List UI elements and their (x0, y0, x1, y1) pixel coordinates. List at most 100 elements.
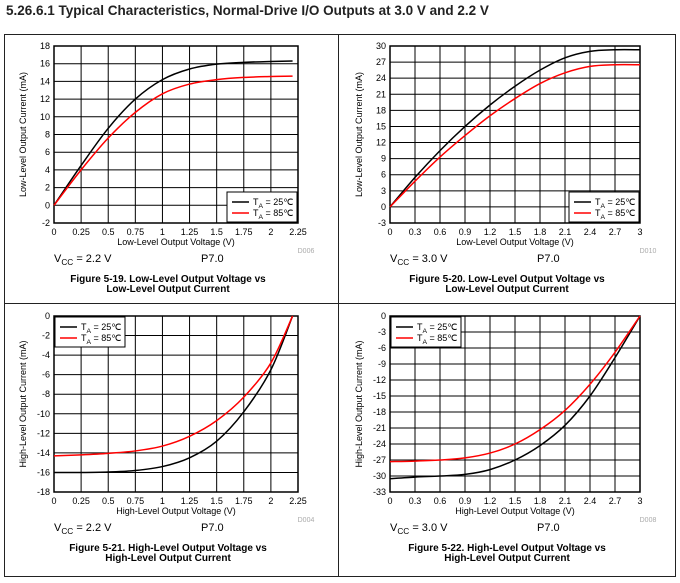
y-tick-label: -21 (373, 423, 386, 433)
x-tick-label: 2.7 (609, 496, 622, 506)
figure-code: D006 (298, 248, 315, 255)
vcc-label: VCC = 2.2 V (54, 522, 112, 536)
y-axis-label: Low-Level Output Current (mA) (18, 72, 28, 197)
x-tick-label: 2.25 (289, 227, 307, 237)
figure-5-22-panel: 0 0.3 0.6 0.9 1.2 1.5 1.8 2.1 2.4 2.7 3 -33 -30 -27 -2… (338, 303, 676, 577)
y-tick-label: -4 (42, 350, 50, 360)
x-tick-label: 3 (637, 227, 642, 237)
x-tick-label: 0 (51, 227, 56, 237)
legend-label: TA = 85℃ (81, 333, 121, 346)
series-line-85c (389, 315, 641, 463)
x-tick-label: 1.75 (235, 496, 253, 506)
y-tick-label: 0 (45, 200, 50, 210)
x-tick-label: 3 (637, 496, 642, 506)
figure-caption: Figure 5-21. High-Level Output Voltage v… (69, 543, 267, 554)
y-tick-label: 2 (45, 183, 50, 193)
y-tick-label: -8 (42, 389, 50, 399)
y-tick-label: 18 (40, 41, 50, 51)
y-tick-label: -30 (373, 471, 386, 481)
x-tick-label: 1.25 (181, 227, 199, 237)
legend-box (390, 316, 462, 348)
y-tick-label: -12 (37, 428, 50, 438)
y-tick-label: 27 (376, 57, 386, 67)
port-label: P7.0 (201, 522, 224, 534)
legend-box (54, 316, 126, 348)
series-line-25c (389, 48, 641, 208)
y-tick-label: -3 (378, 218, 386, 228)
x-axis-label: High-Level Output Voltage (V) (455, 506, 575, 516)
y-tick-label: -15 (373, 391, 386, 401)
x-tick-label: 1.25 (181, 496, 199, 506)
x-axis-label: High-Level Output Voltage (V) (116, 506, 236, 516)
x-tick-label: 0.9 (459, 227, 472, 237)
x-tick-label: 1.5 (210, 496, 223, 506)
y-tick-label: -2 (42, 331, 50, 341)
legend-label: TA = 85℃ (417, 333, 457, 346)
x-tick-label: 2.4 (584, 227, 597, 237)
y-tick-label: 30 (376, 41, 386, 51)
y-tick-label: -9 (378, 359, 386, 369)
figure-caption: Figure 5-20. Low-Level Output Voltage vs (409, 274, 605, 285)
x-tick-label: 0.6 (434, 227, 447, 237)
x-tick-label: 0.9 (459, 496, 472, 506)
x-tick-label: 0.5 (102, 496, 115, 506)
legend-label: TA = 85℃ (595, 208, 635, 221)
x-tick-label: 2 (268, 496, 273, 506)
y-tick-label: -18 (373, 407, 386, 417)
x-tick-label: 0.75 (127, 496, 145, 506)
series-line-85c (53, 315, 294, 457)
x-tick-label: 1.5 (509, 496, 522, 506)
y-tick-label: 24 (376, 73, 386, 83)
figure-code: D004 (298, 517, 315, 524)
y-axis-label: High-Level Output Current (mA) (354, 340, 364, 467)
y-tick-label: -14 (37, 448, 50, 458)
x-tick-label: 1.75 (235, 227, 253, 237)
port-label: P7.0 (537, 522, 560, 534)
figure-caption-line2: High-Level Output Current (105, 553, 231, 564)
y-tick-label: -2 (42, 218, 50, 228)
y-tick-label: 0 (45, 311, 50, 321)
legend-label: TA = 25℃ (81, 322, 121, 335)
legend-box (568, 191, 640, 223)
port-label: P7.0 (201, 253, 224, 265)
vcc-label: VCC = 3.0 V (390, 253, 448, 267)
x-tick-label: 0.3 (409, 227, 422, 237)
y-tick-label: 8 (45, 130, 50, 140)
y-tick-label: 21 (376, 89, 386, 99)
x-tick-label: 2 (268, 227, 273, 237)
x-axis-label: Low-Level Output Voltage (V) (117, 237, 235, 247)
y-tick-label: 0 (381, 202, 386, 212)
y-tick-label: 6 (45, 147, 50, 157)
x-tick-label: 0 (387, 227, 392, 237)
figure-caption-line2: Low-Level Output Current (106, 284, 230, 295)
x-tick-label: 1.5 (210, 227, 223, 237)
y-tick-label: -3 (378, 327, 386, 337)
x-tick-label: 0 (387, 496, 392, 506)
x-tick-label: 0.75 (127, 227, 145, 237)
series-line-25c (53, 60, 293, 206)
figure-caption: Figure 5-22. High-Level Output Voltage v… (408, 543, 606, 554)
chart-5-21: 0 0.25 0.5 0.75 1 1.25 1.5 1.75 2 2.25 -18 -16 -14 -1… (18, 311, 315, 564)
figure-caption-line2: High-Level Output Current (444, 553, 570, 564)
series-line-25c (53, 315, 294, 474)
y-tick-label: -12 (373, 375, 386, 385)
chart-5-19: 0 0.25 0.5 0.75 1 1.25 1.5 1.75 2 2.25-2024681012… (18, 41, 315, 295)
x-tick-label: 1.8 (534, 227, 547, 237)
series-line-85c (389, 63, 641, 208)
y-tick-label: -18 (37, 487, 50, 497)
y-tick-label: 3 (381, 186, 386, 196)
x-tick-label: 0 (51, 496, 56, 506)
vcc-label: VCC = 3.0 V (390, 522, 448, 536)
x-tick-label: 2.7 (609, 227, 622, 237)
x-tick-label: 0.25 (72, 227, 90, 237)
figure-5-19-panel: 0 0.25 0.5 0.75 1 1.25 1.5 1.75 2 2.25 -2 0 2 4 6 8 10 12… (4, 34, 339, 304)
vcc-label: VCC = 2.2 V (54, 253, 112, 267)
x-tick-label: 0.25 (72, 496, 90, 506)
x-tick-label: 1.8 (534, 496, 547, 506)
legend-label: TA = 85℃ (253, 208, 293, 221)
x-tick-label: 0.3 (409, 496, 422, 506)
y-tick-label: -6 (42, 370, 50, 380)
y-axis-label: High-Level Output Current (mA) (18, 340, 28, 467)
y-axis-label: Low-Level Output Current (mA) (354, 72, 364, 197)
x-tick-label: 1.5 (509, 227, 522, 237)
